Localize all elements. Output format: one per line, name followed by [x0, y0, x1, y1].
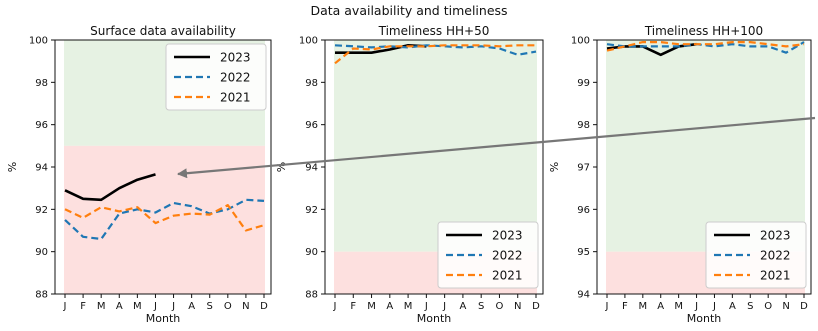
y-tick-label: 96: [305, 120, 318, 131]
series-line-2021: [64, 204, 265, 232]
y-tick-label: 90: [305, 247, 318, 258]
x-tick-label: J: [712, 301, 716, 312]
series-line-2022: [606, 41, 805, 54]
x-tick-label: J: [605, 301, 609, 312]
panel-title: Surface data availability: [90, 24, 236, 38]
legend-label-2021: 2021: [492, 269, 523, 283]
y-axis-label: %: [275, 162, 288, 172]
annotation-arrow: [177, 116, 816, 179]
legend: 2023 2022 2021: [165, 43, 267, 111]
y-tick-label: 97: [577, 163, 590, 174]
legend-label-2022: 2022: [220, 71, 251, 85]
y-tick-label: 92: [35, 205, 48, 216]
legend-box: [165, 43, 267, 111]
x-tick-label: N: [782, 301, 789, 312]
y-tick-label: 88: [305, 290, 318, 301]
x-tick-label: A: [188, 301, 195, 312]
x-axis-label: Month: [146, 312, 181, 325]
legend-label-2022: 2022: [492, 249, 523, 263]
x-tick-label: M: [638, 301, 647, 312]
y-tick-label: 98: [577, 120, 590, 131]
figure-title: Data availability and timeliness: [310, 3, 507, 18]
x-tick-label: J: [442, 301, 446, 312]
x-tick-label: A: [729, 301, 736, 312]
panel-title: Timeliness HH+100: [644, 24, 763, 38]
y-tick-label: 100: [29, 36, 48, 47]
y-tick-label: 99: [577, 78, 590, 89]
y-tick-label: 95: [577, 247, 590, 258]
x-tick-label: A: [116, 301, 123, 312]
x-tick-label: N: [242, 301, 249, 312]
y-tick-label: 88: [35, 290, 48, 301]
series-line-2022: [334, 44, 537, 56]
series-line-2021: [334, 44, 536, 65]
y-tick-label: 94: [35, 163, 48, 174]
legend-box: [705, 221, 807, 289]
legend-label-2021: 2021: [220, 91, 251, 105]
x-tick-label: S: [747, 301, 753, 312]
y-axis-label: %: [6, 162, 19, 172]
y-tick-label: 92: [305, 205, 318, 216]
x-tick-label: A: [386, 301, 393, 312]
x-tick-label: M: [97, 301, 106, 312]
y-tick-label: 90: [35, 247, 48, 258]
x-tick-label: O: [224, 301, 232, 312]
x-tick-label: M: [367, 301, 376, 312]
y-tick-label: 98: [35, 78, 48, 89]
x-tick-label: M: [404, 301, 413, 312]
x-tick-label: F: [350, 301, 356, 312]
y-tick-label: 100: [571, 36, 590, 47]
x-tick-label: S: [478, 301, 484, 312]
y-tick-label: 98: [305, 78, 318, 89]
y-tick-label: 96: [577, 205, 590, 216]
x-tick-label: N: [514, 301, 521, 312]
series-line-2021: [606, 40, 805, 52]
x-tick-label: S: [207, 301, 213, 312]
x-tick-label: O: [496, 301, 504, 312]
y-tick-label: 94: [577, 290, 590, 301]
x-axis-label: Month: [687, 312, 722, 325]
legend-label-2023: 2023: [760, 229, 791, 243]
x-tick-label: M: [133, 301, 142, 312]
legend-label-2023: 2023: [492, 229, 523, 243]
legend: 2023 2022 2021: [705, 221, 807, 289]
x-axis-label: Month: [417, 312, 452, 325]
panel-1: Surface data availability 88 90 92 94 96 98 100…: [6, 24, 272, 325]
good-zone: [606, 40, 805, 252]
x-tick-label: J: [424, 301, 428, 312]
x-tick-label: F: [622, 301, 628, 312]
x-tick-label: D: [532, 301, 540, 312]
legend-label-2021: 2021: [760, 269, 791, 283]
x-tick-label: D: [260, 301, 268, 312]
x-tick-label: O: [764, 301, 772, 312]
x-tick-label: J: [63, 301, 67, 312]
x-tick-label: J: [153, 301, 157, 312]
legend-box: [437, 221, 539, 289]
x-tick-label: D: [800, 301, 808, 312]
panel-title: Timeliness HH+50: [378, 24, 490, 38]
x-tick-label: F: [80, 301, 86, 312]
x-tick-label: A: [657, 301, 664, 312]
x-tick-label: J: [333, 301, 337, 312]
x-tick-label: A: [459, 301, 466, 312]
x-tick-label: M: [674, 301, 683, 312]
y-axis-label: %: [548, 162, 561, 172]
legend-label-2023: 2023: [220, 51, 251, 65]
x-tick-label: J: [171, 301, 175, 312]
x-tick-label: J: [694, 301, 698, 312]
y-tick-label: 94: [305, 163, 318, 174]
y-tick-label: 96: [35, 120, 48, 131]
y-tick-label: 100: [299, 36, 318, 47]
legend: 2023 2022 2021: [437, 221, 539, 289]
legend-label-2022: 2022: [760, 249, 791, 263]
series-line-2023: [64, 173, 156, 202]
